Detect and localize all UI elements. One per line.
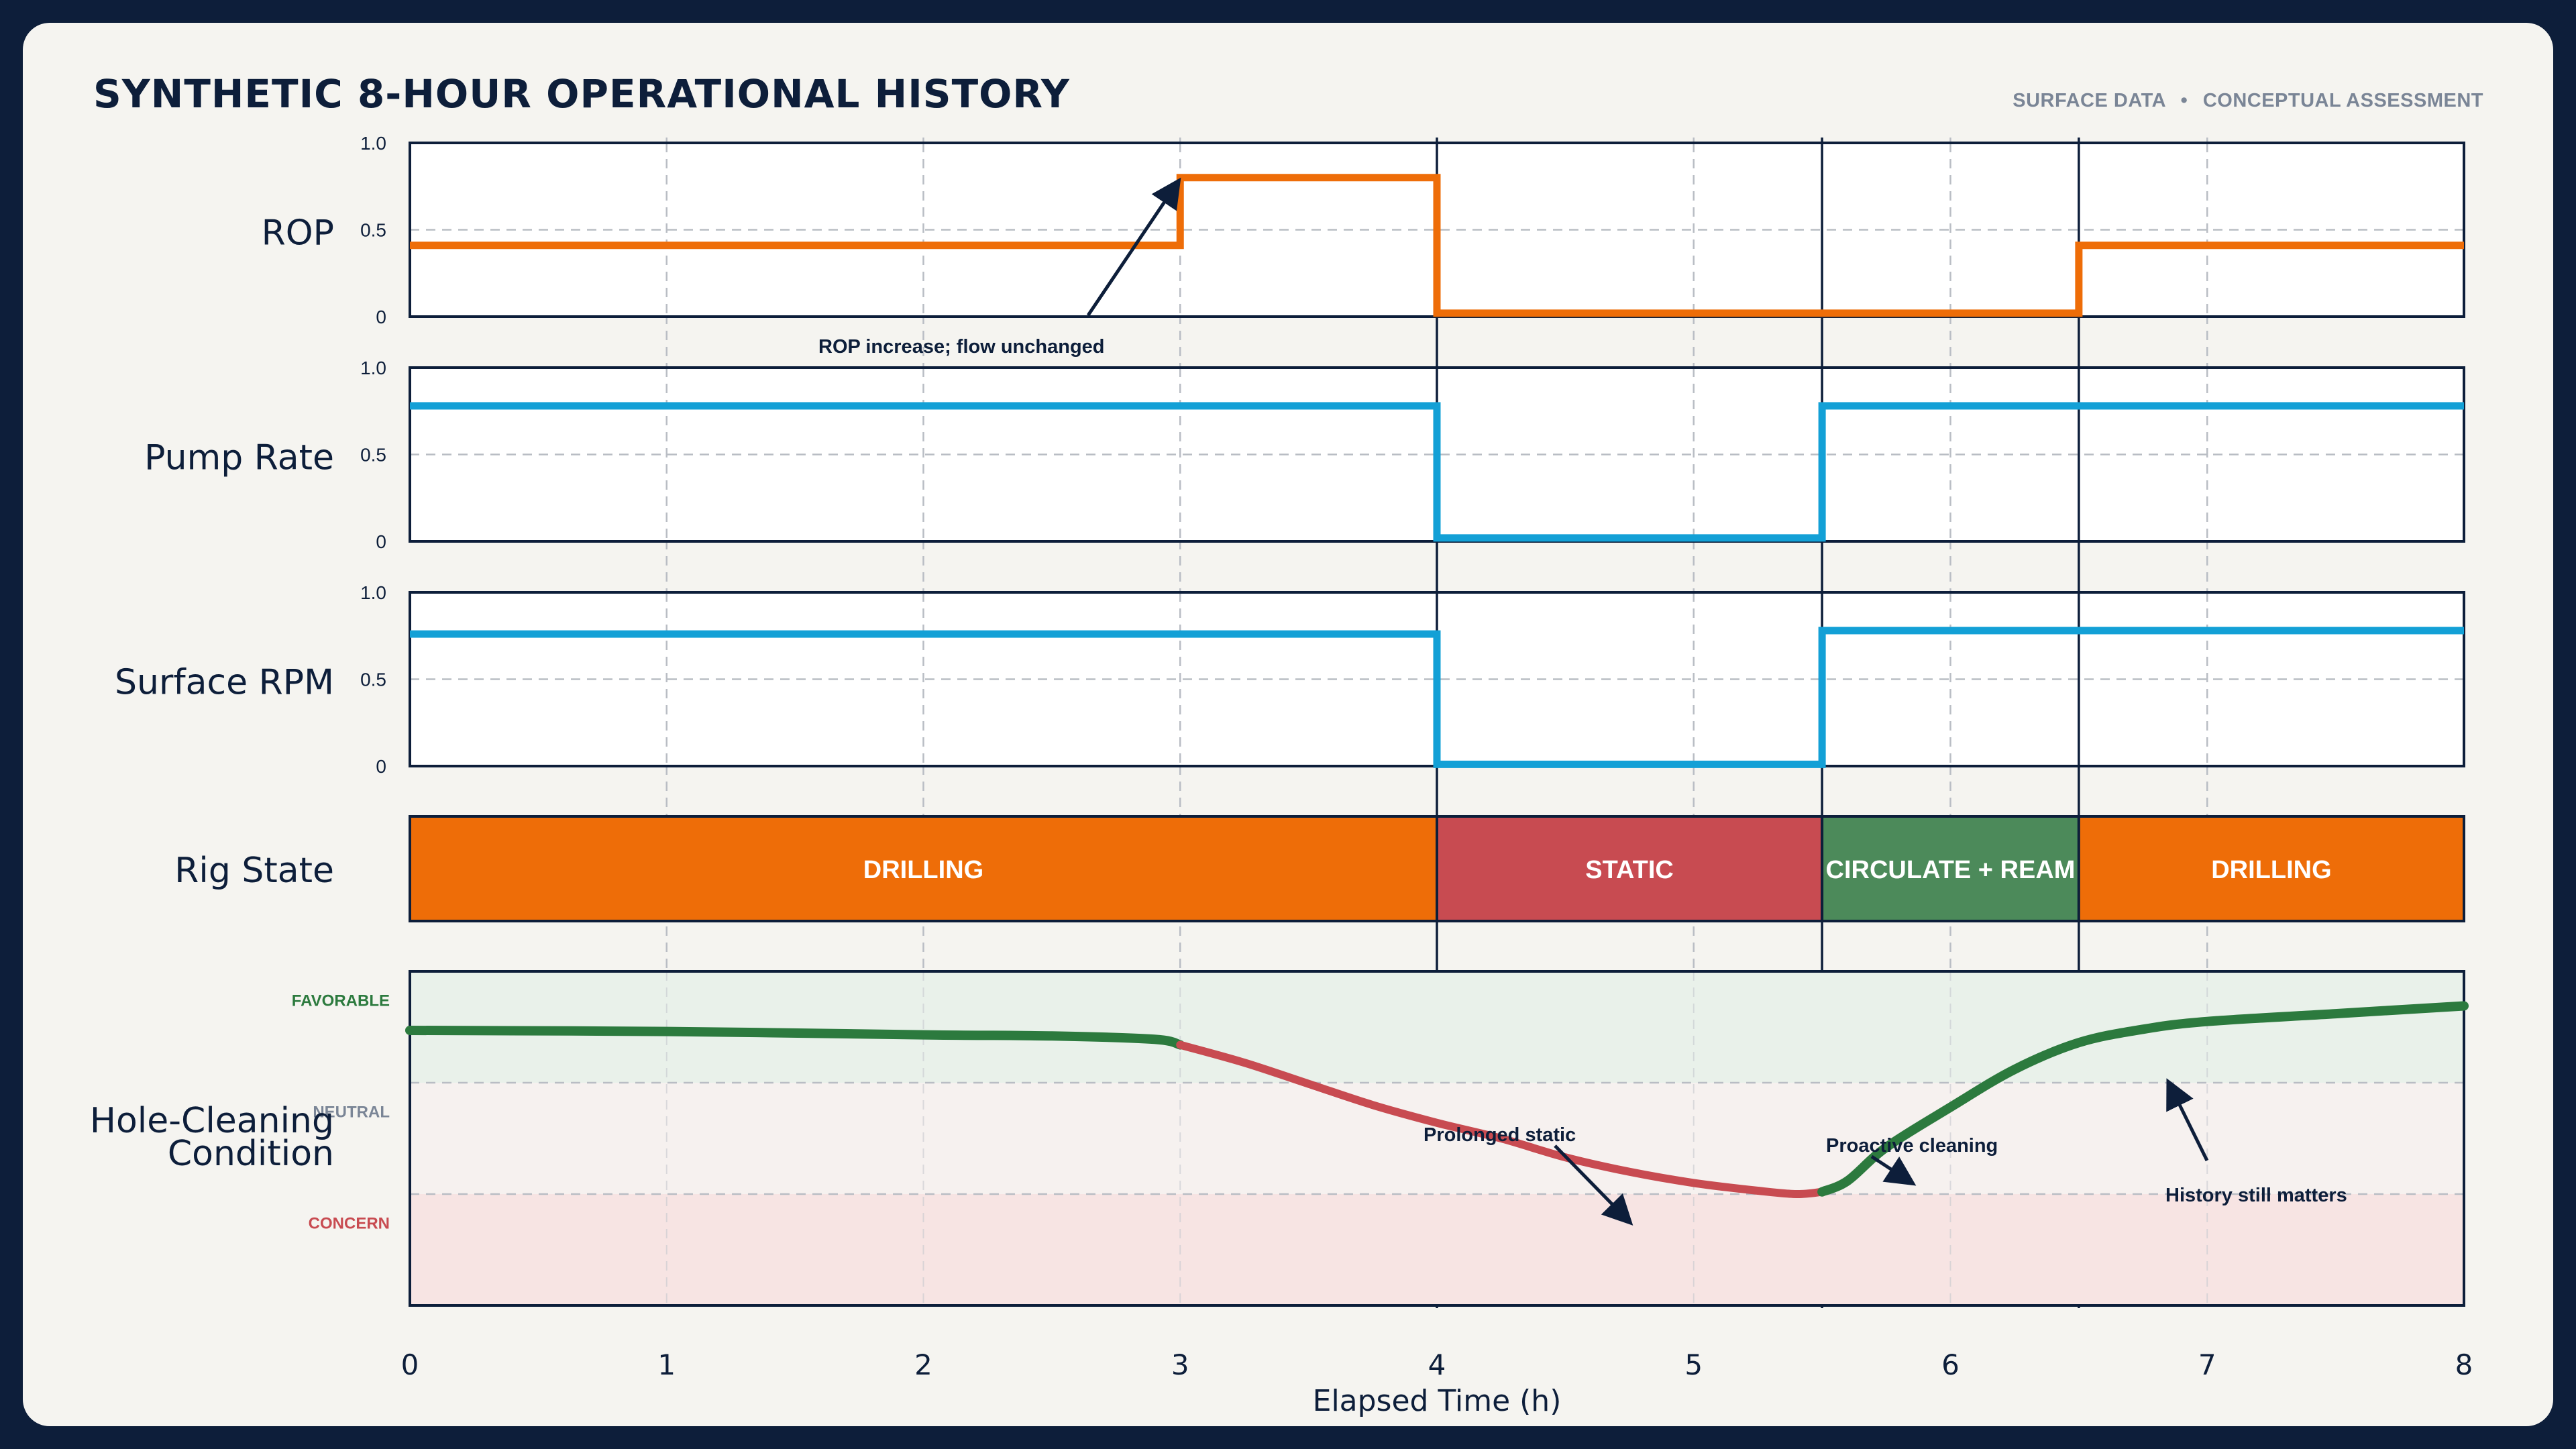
y-tick-label: 0 <box>376 531 386 552</box>
x-axis: 0 1 2 3 4 5 6 7 8 Elapsed Time (h) <box>401 1348 2473 1418</box>
level-label: CONCERN <box>309 1215 390 1233</box>
x-tick-label: 8 <box>2455 1348 2473 1381</box>
rig-state-row: DRILLING STATIC CIRCULATE + REAM DRILLING Ri… <box>174 815 2465 922</box>
panel-label: ROP <box>262 213 334 254</box>
panel-rop: 0 0.5 1.0 ROP ROP increase; flow unchanged <box>262 133 2465 358</box>
rig-state-segment <box>409 815 1438 922</box>
annotation-arrow <box>1554 1144 1633 1226</box>
x-tick-label: 6 <box>1941 1348 1960 1381</box>
condition-curve-recovery <box>1817 1001 2469 1197</box>
x-tick-label: 5 <box>1684 1348 1703 1381</box>
annotation-arrow <box>1870 1155 1917 1186</box>
page-title: SYNTHETIC 8-HOUR OPERATIONAL HISTORY <box>93 71 1070 117</box>
rig-state-label: CIRCULATE + REAM <box>1826 856 2076 884</box>
panel-label: Pump Rate <box>144 438 334 478</box>
panel-pump-rate: 0 0.5 1.0 Pump Rate <box>144 358 2465 552</box>
condition-curve-favorable <box>405 1025 1185 1050</box>
x-tick-label: 0 <box>401 1348 419 1381</box>
series-line-surface-rpm <box>410 627 2464 768</box>
subtitle-source: SURFACE DATA <box>2012 90 2166 111</box>
y-tick-label: 1.0 <box>360 582 386 603</box>
rig-state-segment <box>1821 815 2080 922</box>
subtitle-purpose: CONCEPTUAL ASSESSMENT <box>2202 90 2483 111</box>
annotation-label: History still matters <box>2165 1185 2347 1206</box>
panel-label: Rig State <box>174 851 334 891</box>
level-label: NEUTRAL <box>313 1104 390 1122</box>
y-tick-label: 0.5 <box>360 220 386 241</box>
rig-state-label: DRILLING <box>2211 856 2331 884</box>
series-line-rop <box>410 174 2464 317</box>
level-label: FAVORABLE <box>292 992 390 1010</box>
rig-state-label: STATIC <box>1585 856 1674 884</box>
annotation-arrow <box>2166 1078 2209 1162</box>
concern-band <box>410 1194 2464 1305</box>
x-tick-label: 4 <box>1428 1348 1446 1381</box>
y-tick-label: 1.0 <box>360 358 386 378</box>
panel-label: Surface RPM <box>115 663 334 703</box>
rig-state-segment <box>2077 815 2465 922</box>
condition-curve-concern <box>1176 1040 1827 1199</box>
x-tick-label: 3 <box>1171 1348 1189 1381</box>
panel-surface-rpm: 0 0.5 1.0 Surface RPM <box>115 582 2465 777</box>
annotation-label: Prolonged static <box>1424 1124 1576 1146</box>
x-axis-label: Elapsed Time (h) <box>1313 1384 1562 1418</box>
x-tick-label: 1 <box>657 1348 676 1381</box>
y-tick-label: 0 <box>376 307 386 327</box>
panel-hole-cleaning: FAVORABLE NEUTRAL CONCERN Hole-CleaningCond… <box>90 970 2469 1307</box>
y-tick-label: 0 <box>376 756 386 777</box>
rig-state-segment <box>1436 815 1824 922</box>
annotation-label: Proactive cleaning <box>1826 1135 1998 1157</box>
annotation-label: ROP increase; flow unchanged <box>818 336 1105 358</box>
subtitle-separator: • <box>2180 90 2188 111</box>
favorable-band <box>410 971 2464 1083</box>
y-tick-label: 1.0 <box>360 133 386 154</box>
x-tick-label: 2 <box>914 1348 932 1381</box>
x-tick-label: 7 <box>2198 1348 2216 1381</box>
y-tick-label: 0.5 <box>360 445 386 466</box>
panel-label: Hole-Cleaning <box>90 1101 334 1141</box>
y-tick-label: 0.5 <box>360 669 386 690</box>
annotation-arrow <box>1086 177 1181 317</box>
panel-frame <box>409 970 2465 1307</box>
page-subtitle: SURFACE DATA • CONCEPTUAL ASSESSMENT <box>2012 90 2483 112</box>
rig-state-label: DRILLING <box>863 856 983 884</box>
series-line-pump-rate <box>410 402 2464 542</box>
panel-label: Condition <box>168 1134 334 1174</box>
